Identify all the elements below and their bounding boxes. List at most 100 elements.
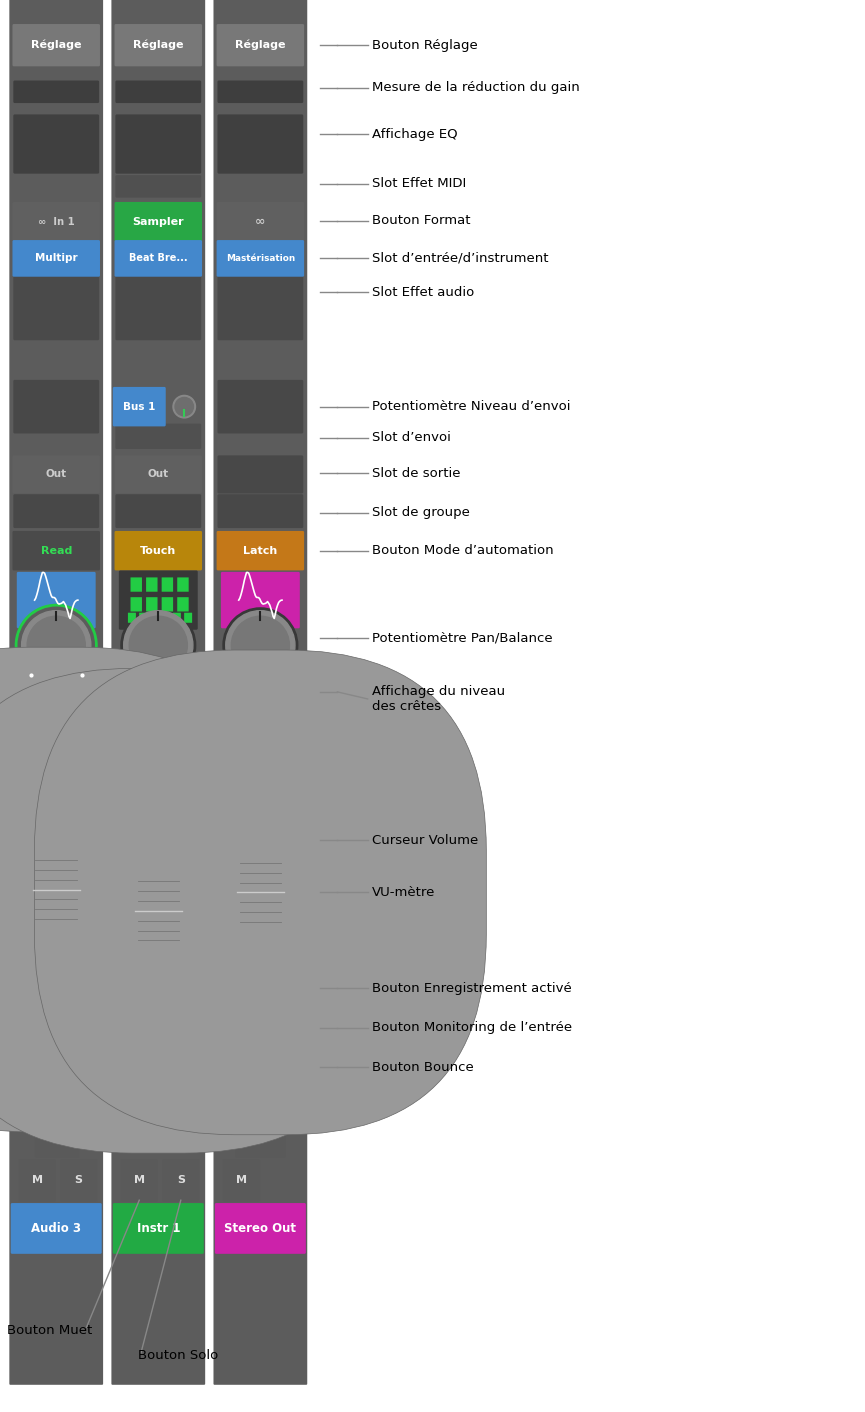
Text: Slot d’envoi: Slot d’envoi [372,431,451,445]
Circle shape [121,609,195,682]
Text: 0,1: 0,1 [129,688,150,702]
Text: 9: 9 [174,795,177,799]
Text: Mastérisation: Mastérisation [226,254,295,263]
Text: Réglage: Réglage [133,40,183,51]
Text: Bouton Bounce: Bouton Bounce [372,1060,474,1075]
Text: 15: 15 [72,836,79,842]
Text: Stereo Out: Stereo Out [224,1221,297,1236]
Text: Out: Out [148,469,169,480]
Circle shape [27,616,86,675]
FancyBboxPatch shape [114,531,202,570]
Text: Slot de groupe: Slot de groupe [372,505,470,520]
Text: M: M [32,1175,42,1186]
FancyBboxPatch shape [139,613,147,623]
FancyBboxPatch shape [131,597,142,611]
FancyBboxPatch shape [177,578,189,592]
FancyBboxPatch shape [215,1203,306,1254]
FancyBboxPatch shape [162,578,173,592]
FancyBboxPatch shape [14,678,61,712]
Text: 50: 50 [174,990,181,994]
Text: 60: 60 [72,1014,79,1018]
FancyBboxPatch shape [10,0,103,1385]
FancyBboxPatch shape [115,114,202,174]
Circle shape [173,395,195,418]
FancyBboxPatch shape [217,456,304,493]
FancyBboxPatch shape [35,650,486,1135]
Text: Read: Read [41,545,72,556]
Text: ∞: ∞ [255,215,266,229]
Text: M: M [236,1175,247,1186]
Text: 40: 40 [72,960,79,966]
Circle shape [16,604,97,686]
FancyBboxPatch shape [115,424,202,449]
Text: 0: 0 [174,729,177,734]
Text: Out: Out [46,469,67,480]
Text: Potentiomètre Niveau d’envoi: Potentiomètre Niveau d’envoi [372,400,570,414]
FancyBboxPatch shape [13,80,99,103]
Circle shape [22,610,91,681]
FancyBboxPatch shape [13,273,99,340]
FancyBboxPatch shape [12,202,100,241]
FancyBboxPatch shape [18,1159,56,1202]
Text: Slot Effet MIDI: Slot Effet MIDI [372,176,466,191]
FancyBboxPatch shape [221,572,300,628]
FancyBboxPatch shape [217,273,304,340]
FancyBboxPatch shape [162,597,173,611]
Text: Affichage EQ: Affichage EQ [372,127,458,141]
Text: M: M [134,1175,144,1186]
FancyBboxPatch shape [216,240,304,277]
Text: Bouton Solo: Bouton Solo [138,1348,219,1363]
Text: 24: 24 [174,894,181,899]
FancyBboxPatch shape [16,572,96,628]
Text: Multipr: Multipr [35,253,78,264]
FancyBboxPatch shape [13,730,99,1131]
FancyBboxPatch shape [273,678,306,712]
FancyBboxPatch shape [114,456,202,493]
Text: Latch: Latch [243,545,278,556]
Text: Bouton Monitoring de l’entrée: Bouton Monitoring de l’entrée [372,1021,572,1035]
FancyBboxPatch shape [0,668,384,1154]
Text: Bouton Muet: Bouton Muet [7,1323,93,1337]
FancyBboxPatch shape [70,734,91,1127]
FancyBboxPatch shape [115,730,202,1131]
Text: Bouton Mode d’automation: Bouton Mode d’automation [372,544,554,558]
FancyBboxPatch shape [112,387,166,426]
FancyBboxPatch shape [13,494,99,528]
Text: Réglage: Réglage [235,40,285,51]
FancyBboxPatch shape [12,24,100,66]
FancyBboxPatch shape [217,114,304,174]
Text: 21: 21 [72,877,79,881]
Circle shape [226,610,295,681]
FancyBboxPatch shape [10,1203,102,1254]
FancyBboxPatch shape [120,1159,158,1202]
FancyBboxPatch shape [115,175,202,198]
Text: Touch: Touch [140,545,176,556]
Text: 15: 15 [174,836,181,842]
FancyBboxPatch shape [115,80,202,103]
FancyBboxPatch shape [177,597,189,611]
Text: 21: 21 [174,877,181,881]
FancyBboxPatch shape [35,1115,80,1158]
FancyBboxPatch shape [217,730,304,1131]
Text: Bouton Réglage: Bouton Réglage [372,38,477,52]
FancyBboxPatch shape [216,202,304,241]
Text: 40: 40 [174,960,181,966]
FancyBboxPatch shape [184,613,192,623]
Text: 0,0: 0,0 [231,688,252,702]
FancyBboxPatch shape [116,678,163,712]
Text: Bus 1: Bus 1 [123,401,156,412]
FancyBboxPatch shape [12,531,100,570]
Text: VU-mètre: VU-mètre [372,885,435,899]
FancyBboxPatch shape [146,578,157,592]
Circle shape [175,397,194,417]
Text: 12: 12 [72,816,79,820]
Text: Beat Bre...: Beat Bre... [129,253,188,264]
FancyBboxPatch shape [222,1159,260,1202]
FancyBboxPatch shape [12,240,100,277]
FancyBboxPatch shape [217,494,304,528]
Text: 18: 18 [72,856,79,861]
FancyBboxPatch shape [128,613,136,623]
Text: 45: 45 [72,976,79,981]
Text: Instr 1: Instr 1 [137,1221,180,1236]
FancyBboxPatch shape [235,1115,285,1158]
